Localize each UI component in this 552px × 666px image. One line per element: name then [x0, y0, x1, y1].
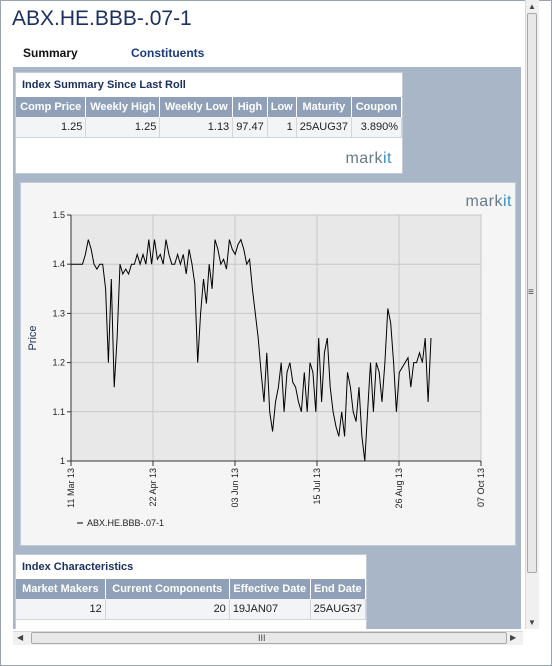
col-maturity: Maturity: [296, 97, 353, 117]
y-tick-label: 1.1: [52, 407, 65, 417]
col-weekly-high: Weekly High: [85, 97, 161, 117]
cell-end-date: 25AUG37: [310, 599, 367, 620]
scroll-up-arrow-icon[interactable]: ▲: [528, 2, 536, 11]
x-tick-label: 03 Jun 13: [230, 468, 240, 508]
cell-market-makers: 12: [16, 599, 106, 620]
cell-weekly-high: 1.25: [85, 117, 161, 138]
y-tick-label: 1.2: [52, 358, 65, 368]
scroll-down-arrow-icon[interactable]: ▼: [528, 618, 536, 627]
index-characteristics-title: Index Characteristics: [22, 561, 134, 573]
table-row: 1.25 1.25 1.13 97.47 1 25AUG37 3.890%: [16, 117, 402, 138]
x-tick-label: 26 Aug 13: [394, 468, 404, 509]
y-tick-label: 1.3: [52, 308, 65, 318]
scroll-right-arrow-icon[interactable]: ▶: [510, 633, 517, 642]
plot-area: [70, 214, 482, 462]
y-tick-label: 1: [60, 456, 65, 466]
tab-summary[interactable]: Summary: [13, 42, 128, 68]
index-summary-card: Index Summary Since Last Roll Comp Price…: [15, 72, 403, 174]
col-current-components: Current Components: [105, 579, 230, 599]
page-title: ABX.HE.BBB-.07-1: [12, 7, 192, 30]
price-chart: 1 1.1 1.2 1.3 1.4 1.5 11 Mar 13 22 Apr 13 03 Jun…: [27, 210, 486, 528]
cell-current-components: 20: [105, 599, 230, 620]
col-end-date: End Date: [310, 579, 367, 599]
cell-low: 1: [267, 117, 297, 138]
series-line: [71, 238, 432, 462]
index-characteristics-card: Index Characteristics Market Makers Curr…: [15, 554, 367, 629]
tab-constituents-label: Constituents: [131, 46, 205, 60]
markit-logo: markit: [345, 150, 392, 167]
col-weekly-low: Weekly Low: [159, 97, 234, 117]
index-characteristics-table: Market Makers Current Components Effecti…: [16, 579, 367, 620]
index-summary-title: Index Summary Since Last Roll: [22, 79, 186, 91]
legend-label: ABX.HE.BBB-.07-1: [87, 518, 164, 528]
tab-summary-label: Summary: [23, 46, 78, 60]
vertical-scroll-thumb[interactable]: [527, 13, 537, 573]
cell-high: 97.47: [232, 117, 268, 138]
col-high: High: [232, 97, 268, 117]
x-tick-label: 11 Mar 13: [66, 468, 76, 508]
cell-coupon: 3.890%: [351, 117, 402, 138]
index-summary-header-row: Comp Price Weekly High Weekly Low High L…: [16, 97, 402, 117]
y-tick-label: 1.5: [52, 210, 65, 220]
main-panel: Index Summary Since Last Roll Comp Price…: [13, 67, 521, 629]
col-market-makers: Market Makers: [16, 579, 106, 599]
y-tick-label: 1.4: [52, 259, 65, 269]
y-axis-label: Price: [27, 325, 39, 350]
price-chart-card: markit 1 1.1 1.2 1.3 1.4 1.5 11 Mar 13 22 Apr 1…: [20, 182, 516, 546]
x-tick-label: 07 Oct 13: [476, 468, 486, 507]
vertical-thumb-grip-icon: ≡: [528, 287, 534, 298]
x-tick-label: 22 Apr 13: [148, 468, 158, 507]
cell-effective-date: 19JAN07: [229, 599, 311, 620]
cell-comp-price: 1.25: [16, 117, 87, 138]
table-row: 12 20 19JAN07 25AUG37: [16, 599, 367, 620]
index-summary-table: Comp Price Weekly High Weekly Low High L…: [16, 97, 402, 138]
col-low: Low: [267, 97, 297, 117]
horizontal-scroll-thumb[interactable]: [31, 632, 507, 644]
tab-constituents[interactable]: Constituents: [118, 42, 245, 68]
horizontal-thumb-grip-icon: III: [258, 633, 266, 643]
chart-markit-logo: markit: [465, 193, 512, 210]
x-tick-label: 15 Jul 13: [312, 468, 322, 505]
col-effective-date: Effective Date: [229, 579, 311, 599]
index-characteristics-header-row: Market Makers Current Components Effecti…: [16, 579, 367, 599]
col-comp-price: Comp Price: [16, 97, 87, 117]
col-coupon: Coupon: [351, 97, 402, 117]
scroll-left-arrow-icon[interactable]: ◀: [17, 633, 24, 642]
cell-weekly-low: 1.13: [159, 117, 234, 138]
cell-maturity: 25AUG37: [296, 117, 353, 138]
